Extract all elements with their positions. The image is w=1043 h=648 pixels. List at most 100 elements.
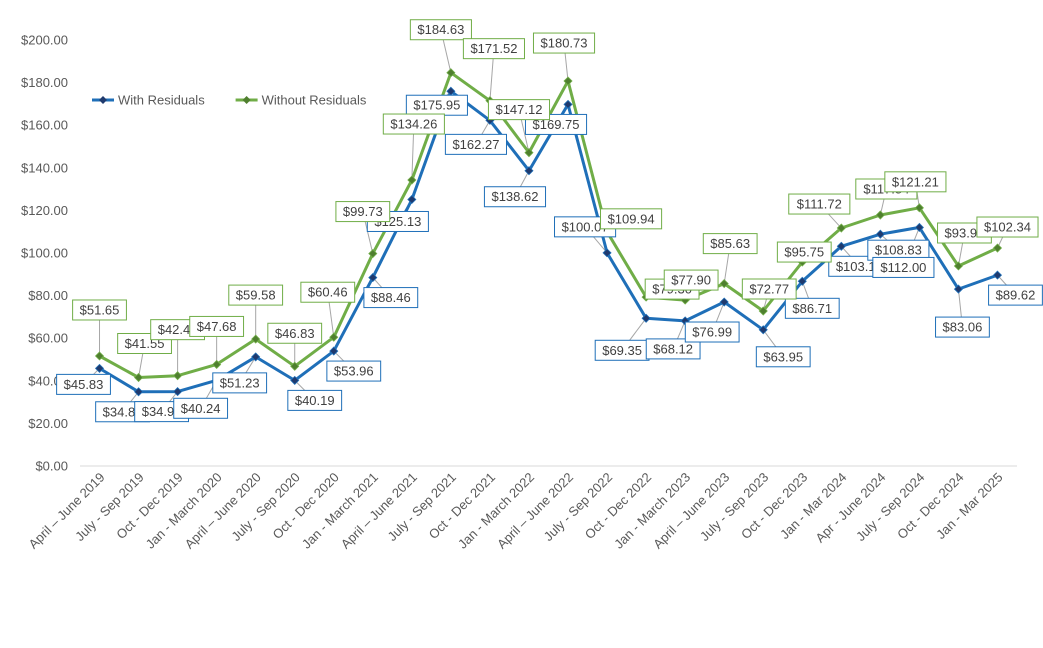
label-text: $95.75 [784, 245, 824, 260]
legend: With Residuals Without Residuals [92, 93, 367, 108]
y-tick-label: $160.00 [21, 118, 68, 133]
label-text: $102.34 [984, 220, 1031, 235]
x-tick-label: July - Sep 2021 [385, 470, 459, 544]
data-label-without-residuals: $60.46 [300, 281, 356, 303]
data-point [875, 210, 885, 220]
label-box [784, 297, 840, 319]
label-box [935, 316, 990, 338]
legend-swatch-marker [99, 96, 107, 104]
data-label-with-residuals: $51.23 [212, 372, 268, 394]
label-text: $103.15 [836, 259, 883, 274]
label-box [56, 373, 111, 395]
label-box [600, 208, 663, 230]
label-leader-lines [83, 29, 1016, 413]
label-box [645, 338, 701, 360]
data-point [563, 76, 573, 86]
data-label-without-residuals: $95.75 [776, 241, 832, 263]
data-label-without-residuals: $109.94 [600, 208, 663, 230]
label-box [741, 278, 797, 300]
data-label-with-residuals: $86.71 [784, 297, 840, 319]
data-label-with-residuals: $88.46 [363, 287, 419, 309]
label-box [755, 346, 811, 368]
data-point [797, 276, 807, 286]
label-text: $59.58 [236, 288, 276, 303]
label-text: $175.95 [413, 98, 460, 113]
label-text: $34.85 [103, 404, 143, 419]
data-labels: $45.83 $34.85 $34.92 $40.24 $51.23 $40.19 $53.… [56, 19, 1043, 423]
data-point [719, 297, 729, 307]
label-text: $86.71 [792, 301, 832, 316]
label-box [483, 186, 547, 208]
data-label-with-residuals: $138.62 [483, 186, 547, 208]
label-box [684, 321, 740, 343]
data-point [563, 99, 573, 109]
label-box [663, 269, 719, 291]
label-text: $171.52 [470, 41, 517, 56]
x-tick-label: July - Sep 2023 [697, 470, 771, 544]
series-layer [94, 68, 1003, 397]
data-point [212, 359, 222, 370]
y-tick-label: $200.00 [21, 33, 68, 48]
data-point [407, 175, 417, 185]
data-label-without-residuals: $85.63 [702, 233, 758, 255]
label-box [444, 133, 507, 155]
label-box [702, 233, 758, 255]
data-label-without-residuals: $77.90 [663, 269, 719, 291]
label-box [300, 281, 356, 303]
label-text: $112.00 [880, 260, 926, 275]
data-point [368, 273, 378, 283]
label-box [487, 99, 551, 121]
label-text: $63.95 [763, 349, 803, 364]
data-label-with-residuals: $40.19 [287, 389, 343, 411]
data-label-without-residuals: $180.73 [532, 32, 596, 54]
label-box [872, 256, 935, 278]
data-label-with-residuals: $63.95 [755, 346, 811, 368]
label-box [287, 389, 343, 411]
label-text: $162.27 [452, 137, 499, 152]
data-label-with-residuals: $53.96 [326, 360, 382, 382]
data-point [719, 279, 729, 289]
label-text: $45.83 [64, 377, 104, 392]
data-point [992, 270, 1003, 280]
label-text: $40.19 [295, 393, 335, 408]
x-tick-label: July - Sep 2022 [541, 470, 615, 544]
label-text: $138.62 [491, 189, 538, 204]
x-tick-label: July - Sep 2020 [228, 470, 302, 544]
data-label-without-residuals: $46.83 [267, 322, 323, 344]
data-point [524, 166, 534, 176]
data-label-with-residuals: $76.99 [684, 321, 740, 343]
y-tick-label: $80.00 [28, 288, 68, 303]
data-label-without-residuals: $147.12 [487, 99, 551, 121]
x-tick-label: July - Sep 2019 [72, 470, 146, 544]
legend-swatch-marker [242, 96, 251, 104]
legend-label: With Residuals [118, 93, 205, 108]
legend-item: With Residuals [92, 93, 205, 108]
label-text: $89.62 [996, 288, 1036, 303]
label-text: $100.07 [562, 219, 609, 234]
y-tick-label: $60.00 [28, 331, 68, 346]
label-text: $69.35 [602, 343, 642, 358]
label-box [72, 299, 127, 321]
label-text: $34.92 [142, 404, 182, 419]
y-tick-label: $140.00 [21, 160, 68, 175]
x-tick-label: July - Sep 2024 [853, 470, 927, 544]
label-box [532, 32, 596, 54]
series-with-residuals [94, 86, 1003, 397]
data-point [836, 223, 846, 233]
label-text: $109.94 [608, 211, 655, 226]
data-label-without-residuals: $134.26 [382, 113, 445, 135]
data-label-with-residuals: $108.83 [867, 239, 930, 261]
label-text: $108.83 [875, 243, 922, 258]
data-point [329, 332, 339, 342]
label-text: $46.83 [275, 326, 315, 341]
label-box [788, 193, 851, 215]
label-text: $47.68 [197, 319, 237, 334]
data-point [251, 334, 261, 344]
label-text: $85.63 [710, 236, 750, 251]
data-point [524, 148, 534, 158]
label-text: $40.24 [181, 401, 221, 416]
label-text: $83.06 [943, 320, 983, 335]
label-text: $53.96 [334, 364, 374, 379]
